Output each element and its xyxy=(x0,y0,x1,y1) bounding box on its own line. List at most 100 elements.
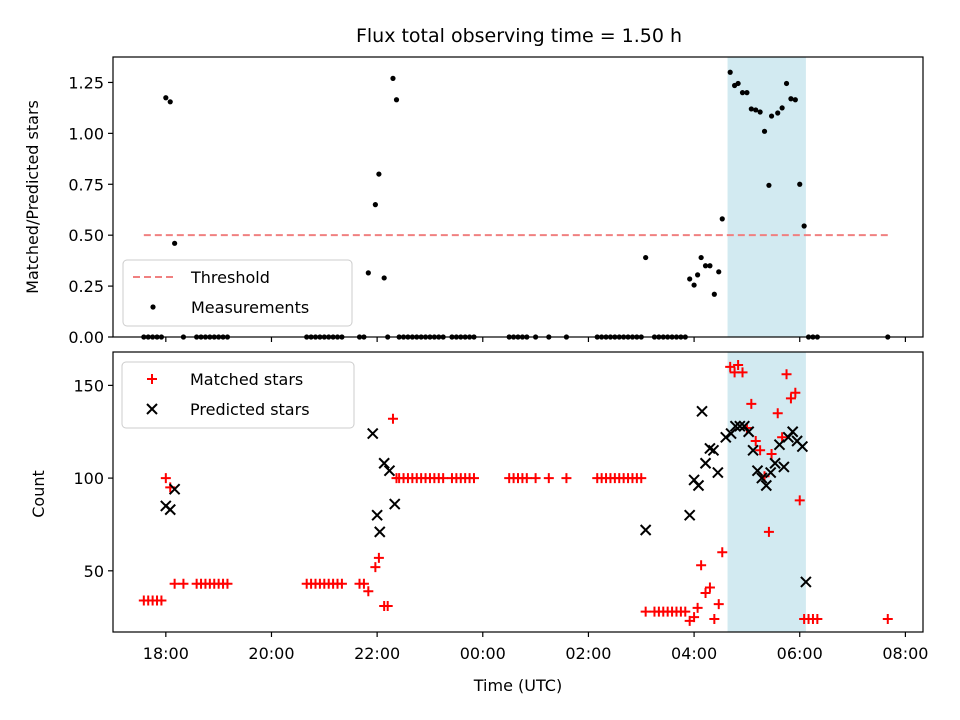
predicted-star-point xyxy=(734,420,746,432)
measurement-point xyxy=(783,80,790,87)
matched-star-point xyxy=(178,578,189,589)
predicted-star-point xyxy=(699,457,712,469)
matched-star-point xyxy=(692,602,703,613)
predicted-star-point xyxy=(760,479,772,492)
bottom-series-1 xyxy=(160,405,812,588)
predicted-star-point xyxy=(764,466,777,479)
measurement-point xyxy=(779,105,785,111)
bottom-y-tick-label: 150 xyxy=(73,376,104,395)
bottom-legend: Matched stars Predicted stars xyxy=(121,361,355,429)
bottom-axes-frame xyxy=(112,351,924,633)
matched-star-point xyxy=(750,436,761,447)
measurement-point xyxy=(691,282,697,288)
matched-star-point xyxy=(794,495,805,506)
predicted-star-point xyxy=(383,464,396,477)
matched-star-point xyxy=(543,473,554,484)
predicted-star-point xyxy=(164,503,176,516)
legend-label: Matched stars xyxy=(190,370,303,389)
matched-star-point xyxy=(713,599,724,610)
predicted-star-point xyxy=(729,420,742,432)
predicted-star-point xyxy=(683,509,696,521)
bottom-panel: 50 100 150 18:00 20:00 22:00 00:00 02:00 04:00 06… xyxy=(73,351,928,663)
matched-star-point xyxy=(382,601,393,612)
predicted-star-point xyxy=(707,444,720,456)
matched-star-point xyxy=(781,369,792,380)
matched-star-point xyxy=(777,432,788,443)
measurement-point xyxy=(716,269,722,275)
x-tick-label: 02:00 xyxy=(565,644,611,663)
measurement-point xyxy=(775,110,781,116)
measurement-point xyxy=(719,216,725,222)
matched-star-point xyxy=(790,387,801,398)
matched-star-point xyxy=(680,606,691,617)
x-tick-label: 20:00 xyxy=(248,644,294,663)
x-tick-label: 00:00 xyxy=(460,644,506,663)
matched-star-point xyxy=(169,578,180,589)
top-y-axis-label: Matched/Predicted stars xyxy=(23,100,42,294)
predicted-star-point xyxy=(639,524,652,536)
matched-star-point xyxy=(222,578,233,589)
measurement-point xyxy=(748,106,754,112)
top-legend: Threshold Measurements xyxy=(122,259,353,327)
measurement-point xyxy=(687,276,693,282)
top-legend-box xyxy=(122,259,353,327)
predicted-star-point xyxy=(367,427,379,440)
matched-star-point xyxy=(704,582,715,593)
measurement-point xyxy=(727,69,733,75)
measurement-point xyxy=(801,223,807,229)
predicted-star-point xyxy=(389,498,401,510)
predicted-star-point xyxy=(769,457,781,469)
measurement-point xyxy=(744,90,750,96)
matched-star-point xyxy=(156,595,167,606)
bottom-series-0 xyxy=(138,359,893,626)
predicted-star-point xyxy=(796,440,809,453)
measurement-point xyxy=(757,109,763,115)
matched-star-point xyxy=(689,612,700,623)
bottom-y-axis-label: Count xyxy=(29,470,48,518)
measurement-point xyxy=(768,113,775,119)
predicted-star-point xyxy=(751,464,764,477)
matched-star-point xyxy=(521,473,532,484)
measurement-point xyxy=(735,80,741,87)
legend-matched-swatch xyxy=(147,374,157,384)
measurement-point xyxy=(365,270,371,276)
predicted-star-point xyxy=(747,444,759,456)
matched-star-point xyxy=(387,413,398,424)
predicted-star-point xyxy=(378,457,390,469)
x-tick-label: 08:00 xyxy=(882,644,928,663)
predicted-star-point xyxy=(778,461,790,473)
measurement-point xyxy=(643,254,649,261)
matched-star-point xyxy=(812,614,823,625)
x-axis-label: Time (UTC) xyxy=(473,676,562,695)
predicted-star-point xyxy=(371,509,383,521)
legend-predicted-swatch xyxy=(146,403,158,415)
legend-label: Predicted stars xyxy=(190,400,310,419)
x-tick-label: 04:00 xyxy=(671,644,717,663)
top-observing-span xyxy=(727,57,806,337)
matched-star-point xyxy=(640,606,651,617)
matched-star-point xyxy=(755,445,766,456)
top-panel: 0.00 0.25 0.50 0.75 1.00 1.25 Threshold Measure… xyxy=(68,56,924,347)
bottom-y-tick-label: 100 xyxy=(73,469,104,488)
predicted-star-point xyxy=(692,479,705,492)
measurement-point xyxy=(698,254,704,261)
legend-label: Measurements xyxy=(191,298,309,317)
predicted-star-point xyxy=(374,526,386,538)
matched-star-point xyxy=(733,359,744,370)
measurement-point xyxy=(792,97,798,103)
bottom-legend-box xyxy=(121,361,355,429)
measurement-point xyxy=(381,275,387,281)
top-y-tick-label: 0.00 xyxy=(68,328,104,347)
predicted-star-point xyxy=(756,472,768,484)
x-tick-label: 22:00 xyxy=(354,644,400,663)
matched-star-point xyxy=(725,361,736,372)
matched-star-point xyxy=(160,473,171,484)
chart-title: Flux total observing time = 1.50 h xyxy=(356,25,682,47)
matched-star-point xyxy=(746,398,757,409)
matched-star-point xyxy=(882,614,893,625)
matched-star-point xyxy=(336,578,347,589)
matched-star-point xyxy=(709,614,720,625)
predicted-star-point xyxy=(696,405,708,418)
bottom-observing-span xyxy=(727,352,806,632)
